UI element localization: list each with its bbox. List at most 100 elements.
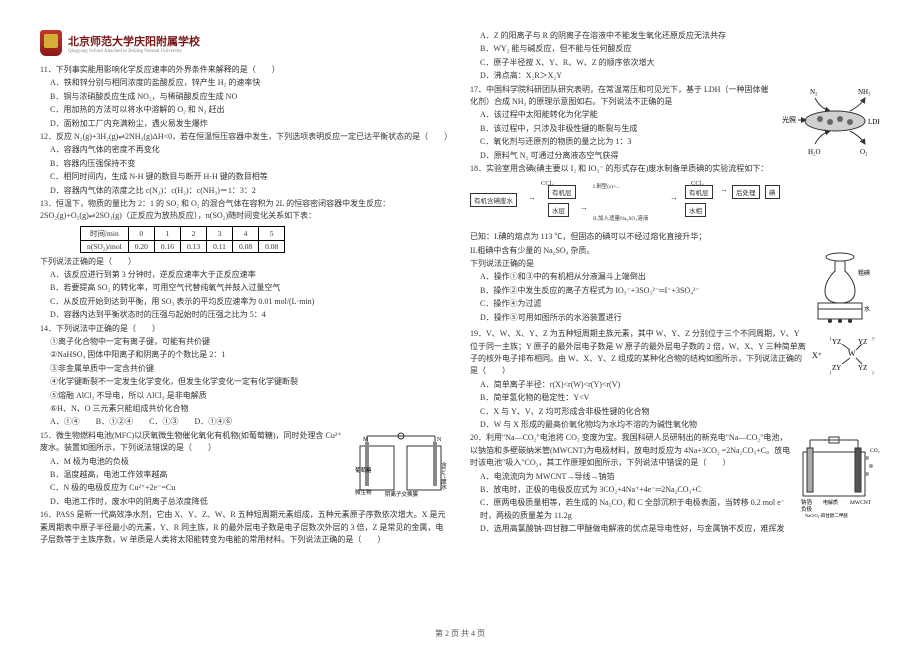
- q13-d: D．容器内达到平衡状态时的压强与起始时的压强之比为 5：4: [40, 309, 450, 321]
- mfc-diagram: M N 葡萄糖 微生物 含Cu²⁺废水 阴离子交换膜: [355, 432, 450, 497]
- q19-d: D．W 与 X 形成的最高价氧化物均为水均不溶的为碱性氧化物: [470, 419, 880, 431]
- fb1: 有机含碘废水: [470, 193, 517, 207]
- q13-prompt: 下列说法正确的是（ ）: [40, 256, 450, 268]
- svg-text:N: N: [437, 437, 442, 443]
- page-content: 北京师范大学庆阳附属学校 Qingyang School Attached to…: [0, 0, 920, 567]
- q14-1: ①离子化合物中一定有离子键，可能有共价键: [40, 336, 450, 348]
- q16: 16．PASS 是新一代高效净水剂，它由 X、Y、Z、W、R 五种短周期元素组成…: [40, 509, 450, 546]
- q13: 13．恒温下，物质的量比为 2：1 的 SO₂ 和 O₂ 的混合气体在容积为 2…: [40, 198, 450, 223]
- right-column: A．Z 的阳离子与 R 的阴离子在溶液中不能发生氧化还原反应无法共存 B．WY₂…: [470, 30, 880, 547]
- svg-text:H₂O: H₂O: [808, 148, 821, 156]
- q13-table: 时间/min 0 1 2 3 4 5 n(SO₂)/mol 0.20 0.16 …: [80, 226, 285, 253]
- svg-text:CO₂: CO₂: [870, 448, 880, 454]
- q14-4: ④化学键断裂不一定发生化学变化，但发生化学变化一定有化学键断裂: [40, 376, 450, 388]
- svg-text:O₂: O₂: [860, 148, 868, 156]
- school-logo-icon: [40, 30, 62, 56]
- q14-3: ③非金属单质中一定含共价键: [40, 363, 450, 375]
- q19-b: B．简单氢化物的稳定性：Y<V: [470, 392, 880, 404]
- q18-flow: 有机含碘废水 CCl₄ → 有机层 水层 → I.剥型(s)+... II.加入…: [470, 179, 880, 227]
- fb3: 有机层: [548, 185, 576, 199]
- svg-text:水: 水: [864, 305, 870, 313]
- q19-a: A．简单离子半径：r(X)<r(W)<r(Y)<r(V): [470, 379, 880, 391]
- svg-text:N₂: N₂: [810, 88, 818, 96]
- svg-text:MWCNT: MWCNT: [850, 500, 872, 506]
- svg-text:光照: 光照: [782, 115, 796, 124]
- q14-opts: A．①④ B．①②④ C．①③ D．①④⑥: [40, 416, 450, 428]
- q15-d: D．电池工作时，废水中的阴离子总浓度降低: [40, 496, 450, 508]
- svg-text:钠箔: 钠箔: [801, 498, 813, 506]
- svg-text:微生物: 微生物: [355, 488, 372, 496]
- svg-text:YZ: YZ: [858, 338, 867, 346]
- tr0: n(SO₂)/mol: [81, 240, 129, 252]
- q12-b: B．容器内压强保持不变: [40, 158, 450, 170]
- r4: D．沸点高：X₂R＞X₂Y: [470, 70, 880, 82]
- svg-text:M: M: [363, 437, 369, 443]
- left-column: 北京师范大学庆阳附属学校 Qingyang School Attached to…: [40, 30, 450, 547]
- fb11: 后处理: [732, 185, 760, 199]
- q12-d: D．容器内气体的浓度之比 c(N₂)：c(H₂)：c(NH₃)＝1：3：2: [40, 185, 450, 197]
- q12-c: C．相同时间内，生成 N-H 键的数目与断开 H-H 键的数目相等: [40, 171, 450, 183]
- svg-text:粗碘: 粗碘: [858, 269, 870, 277]
- q11-d: D．面粉加工厂内充满粉尘，遇火易发生爆炸: [40, 118, 450, 130]
- r3: C．原子半径按 X、Y、R、W、Z 的顺序依次增大: [470, 57, 880, 69]
- fb8: 有机层: [685, 185, 713, 199]
- fb9: 水相: [685, 203, 706, 217]
- th1: 0: [128, 226, 154, 240]
- fb4: 水层: [548, 203, 569, 217]
- school-header: 北京师范大学庆阳附属学校 Qingyang School Attached to…: [40, 30, 450, 56]
- svg-text:⌉⁻: ⌉⁻: [872, 336, 876, 341]
- q11: 11．下列事实能用影响化学反应速率的外界条件来解释的是（ ）: [40, 64, 450, 76]
- q19-c: C．X 与 Y、V、Z 均可形成含非极性键的化合物: [470, 406, 880, 418]
- q11-a: A．铁和锌分别与相同浓度的盐酸反应，锌产生 H₂ 的速率快: [40, 77, 450, 89]
- svg-text:X⁺: X⁺: [812, 351, 822, 360]
- svg-text:葡萄糖: 葡萄糖: [355, 466, 372, 474]
- school-subtitle: Qingyang School Attached to Beijing Norm…: [68, 49, 200, 54]
- r1: A．Z 的阳离子与 R 的阴离子在溶液中不能发生氧化还原反应无法共存: [470, 30, 880, 42]
- q13-a: A．该反应进行到第 3 分钟时，逆反应速率大于正反应速率: [40, 269, 450, 281]
- q14-2: ②NaHSO₄ 固体中阳离子和阴离子的个数比是 2：1: [40, 349, 450, 361]
- svg-text:YZ: YZ: [832, 338, 841, 346]
- th5: 4: [232, 226, 258, 240]
- q11-c: C．用加热的方法可以将水中溶解的 O₂ 和 N₂ 赶出: [40, 104, 450, 116]
- q20-d: D．选用高氯酸钠-四甘醇二甲醚做电解液的优点是导电性好，与金属钠不反应，难挥发: [470, 523, 880, 535]
- tr5: 0.08: [232, 240, 258, 252]
- flask-diagram: 粗碘 水: [810, 251, 880, 326]
- tr3: 0.13: [180, 240, 206, 252]
- r2: B．WY₂ 能与碱反应，但不能与任何酸反应: [470, 43, 880, 55]
- svg-text:电解质: 电解质: [823, 499, 838, 506]
- th6: 5: [259, 226, 285, 240]
- svg-text:YZ: YZ: [858, 364, 867, 372]
- tr6: 0.08: [259, 240, 285, 252]
- th3: 2: [180, 226, 206, 240]
- q11-b: B．铜与浓硝酸反应生成 NO₂，与稀硝酸反应生成 NO: [40, 91, 450, 103]
- svg-text:NaClO₄-四甘醇二甲醚: NaClO₄-四甘醇二甲醚: [805, 512, 848, 519]
- q13-b: B．若要提高 SO₂ 的转化率，可用空气代替纯氧气并鼓入过量空气: [40, 282, 450, 294]
- tr1: 0.20: [128, 240, 154, 252]
- q13-c: C．从反应开始到达到平衡，用 SO₃ 表示的平均反应速率为 0.01 mol/(…: [40, 296, 450, 308]
- tr4: 0.11: [207, 240, 233, 252]
- q14-6: ⑥H、N、O 三元素只能组成共价化合物: [40, 403, 450, 415]
- svg-text:W: W: [848, 349, 856, 358]
- fb5: I.剥型(s)+...: [590, 181, 623, 191]
- th4: 3: [207, 226, 233, 240]
- school-name: 北京师范大学庆阳附属学校: [68, 33, 200, 49]
- q14: 14．下列说法中正确的是（ ）: [40, 323, 450, 335]
- q12-a: A．容器内气体的密度不再变化: [40, 144, 450, 156]
- q18: 18．实验室用含碘(碘主要以 I₂ 和 IO₃⁻ 的形式存在)废水制备单质碘的实…: [470, 163, 880, 175]
- svg-text:负极: 负极: [801, 505, 813, 513]
- svg-text:⌋: ⌋: [872, 370, 874, 375]
- page-footer: 第 2 页 共 4 页: [0, 628, 920, 639]
- svg-text:阴离子交换膜: 阴离子交换膜: [385, 490, 419, 497]
- fb10: 碘: [765, 185, 780, 199]
- svg-text:LDH: LDH: [868, 118, 880, 126]
- fb6: II.加入适量Na₂SO₃溶液: [590, 213, 651, 223]
- svg-text:含Cu²⁺废水: 含Cu²⁺废水: [440, 461, 447, 490]
- battery-diagram: CO₂ 钠箔 负极 MWCNT 电解质 NaClO₄-四甘醇二甲醚: [795, 434, 880, 519]
- svg-text:NH₃: NH₃: [858, 88, 871, 96]
- svg-text:ZY: ZY: [832, 364, 841, 372]
- tr2: 0.16: [154, 240, 180, 252]
- q14-5: ⑤熔融 AlCl₃ 不导电，所以 AlCl₃ 是非电解质: [40, 390, 450, 402]
- th0: 时间/min: [81, 226, 129, 240]
- ldh-diagram: N₂ NH₃ 光照 LDH H₂O O₂: [780, 86, 880, 161]
- q18-p1: 已知：I.碘的熔点为 113 ℃，但固态的碘可以不经过熔化直接升华；: [470, 231, 880, 243]
